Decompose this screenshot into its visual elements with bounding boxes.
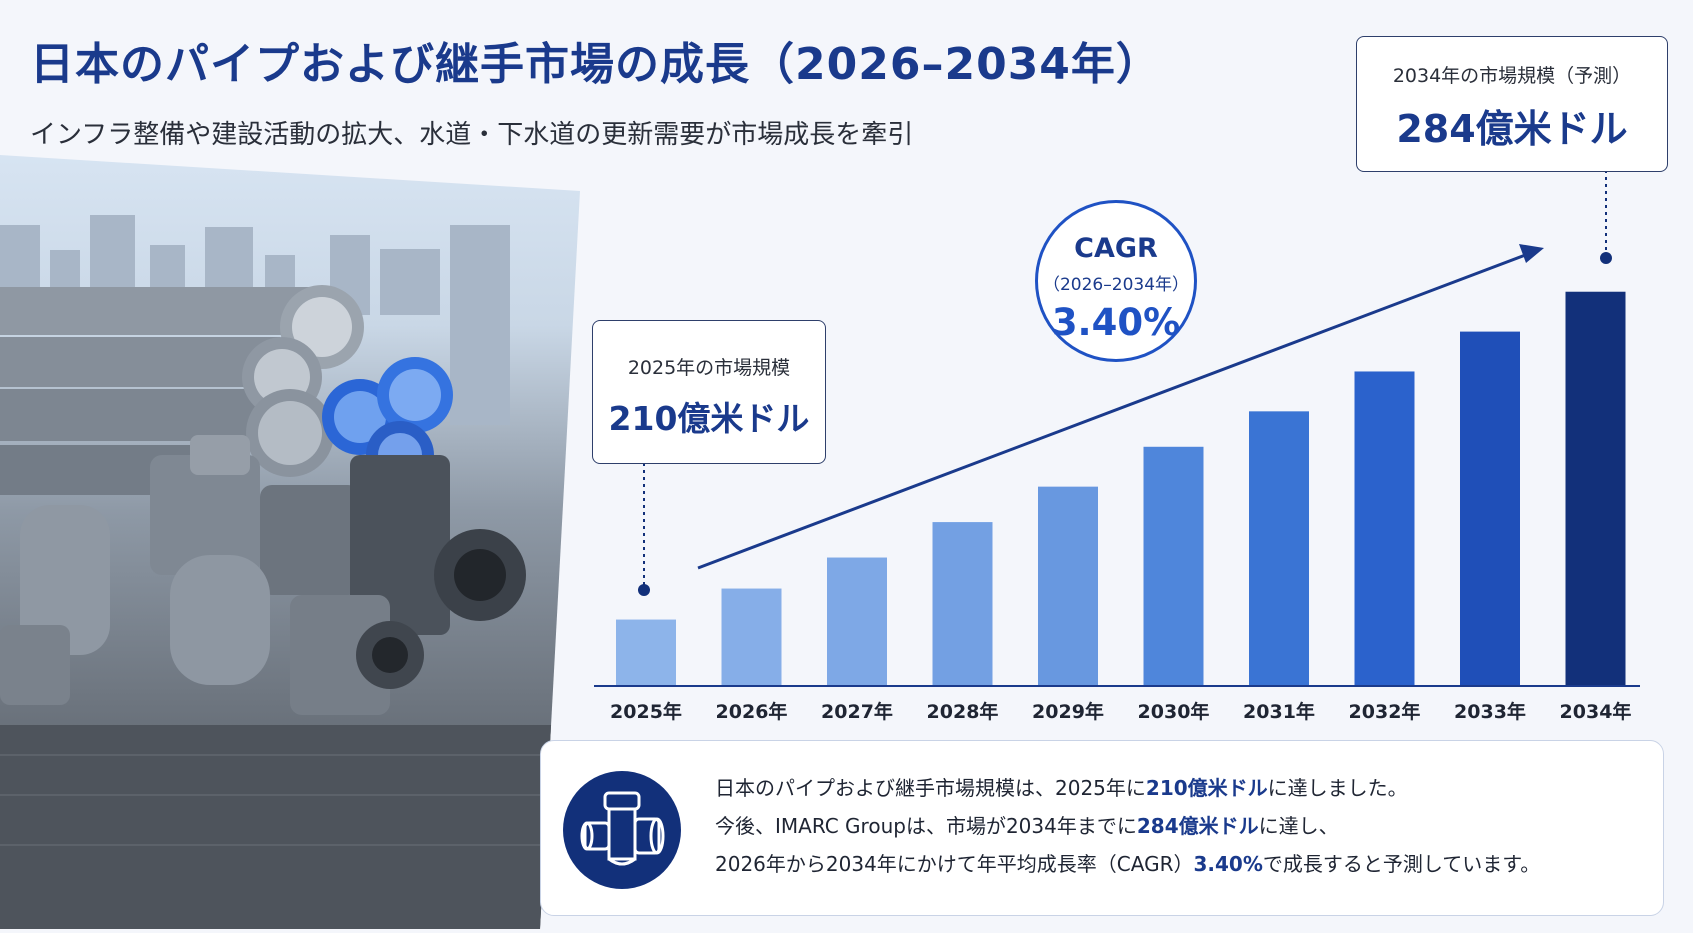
summary-line-2-highlight: 284億米ドル — [1136, 814, 1259, 838]
x-tick-label: 2028年 — [927, 700, 999, 723]
cagr-value: 3.40% — [1051, 301, 1181, 344]
cagr-badge: CAGR （2026–2034年） 3.40% — [1035, 200, 1197, 362]
pipes-photo — [0, 155, 580, 929]
callout-2034-dot — [1600, 252, 1612, 264]
x-tick-label: 2032年 — [1349, 700, 1421, 723]
pipe-fitting-icon — [563, 771, 681, 889]
x-tick-label: 2026年 — [716, 700, 788, 723]
x-tick-label: 2029年 — [1032, 700, 1104, 723]
summary-line-3-a: 2026年から2034年にかけて年平均成長率（CAGR） — [715, 852, 1194, 876]
callout-2034: 2034年の市場規模（予測） 284億米ドル — [1356, 36, 1668, 172]
bar-2028年 — [932, 522, 993, 686]
summary-line-1-c: に達しました。 — [1267, 776, 1408, 800]
bar-2034年 — [1565, 291, 1626, 686]
x-tick-label: 2034年 — [1560, 700, 1632, 723]
callout-2034-label: 2034年の市場規模（予測） — [1392, 65, 1632, 87]
bar-2027年 — [827, 557, 887, 686]
summary-line-2-a: 今後、IMARC Groupは、市場が2034年までに — [715, 814, 1137, 838]
bar-2029年 — [1038, 486, 1098, 686]
x-tick-label: 2031年 — [1243, 700, 1315, 723]
callout-2025: 2025年の市場規模 210億米ドル — [592, 320, 826, 464]
x-tick-label: 2027年 — [821, 700, 893, 723]
summary-line-1-a: 日本のパイプおよび継手市場規模は、2025年に — [715, 776, 1146, 800]
bar-2026年 — [721, 588, 782, 686]
summary-line-3: 2026年から2034年にかけて年平均成長率（CAGR）3.40%で成長すると予… — [715, 845, 1540, 883]
page-title: 日本のパイプおよび継手市場の成長（2026–2034年） — [30, 39, 1161, 90]
summary-note: 日本のパイプおよび継手市場規模は、2025年に210億米ドルに達しました。 今後… — [540, 740, 1664, 916]
pipes-illustration — [0, 215, 580, 929]
callout-2025-dot — [638, 584, 650, 596]
summary-line-2: 今後、IMARC Groupは、市場が2034年までに284億米ドルに達し、 — [715, 807, 1540, 845]
summary-line-3-c: で成長すると予測しています。 — [1262, 852, 1541, 876]
x-tick-label: 2030年 — [1138, 700, 1210, 723]
growth-arrow-line — [697, 252, 1529, 570]
cagr-label: CAGR — [1074, 233, 1158, 264]
summary-line-3-highlight: 3.40% — [1193, 852, 1263, 876]
bar-2032年 — [1354, 371, 1415, 686]
cagr-period: （2026–2034年） — [1042, 275, 1190, 295]
summary-line-1-highlight: 210億米ドル — [1145, 776, 1268, 800]
growth-arrow-head — [1519, 244, 1544, 263]
summary-line-1: 日本のパイプおよび継手市場規模は、2025年に210億米ドルに達しました。 — [715, 769, 1540, 807]
callout-2025-value: 210億米ドル — [608, 399, 810, 438]
bar-2031年 — [1249, 411, 1309, 686]
page-subtitle: インフラ整備や建設活動の拡大、水道・下水道の更新需要が市場成長を牽引 — [30, 120, 914, 150]
summary-line-2-c: に達し、 — [1258, 814, 1339, 838]
callout-2025-label: 2025年の市場規模 — [627, 357, 791, 379]
x-tick-label: 2025年 — [610, 700, 682, 723]
bar-2033年 — [1460, 331, 1520, 686]
pipe-fitting-glyph — [580, 791, 665, 866]
callout-2034-value: 284億米ドル — [1396, 107, 1628, 151]
summary-text: 日本のパイプおよび継手市場規模は、2025年に210億米ドルに達しました。 今後… — [715, 769, 1540, 883]
growth-arrow — [697, 244, 1544, 570]
bar-2030年 — [1143, 446, 1204, 686]
x-tick-label: 2033年 — [1454, 700, 1526, 723]
bar-2025年 — [616, 619, 676, 686]
